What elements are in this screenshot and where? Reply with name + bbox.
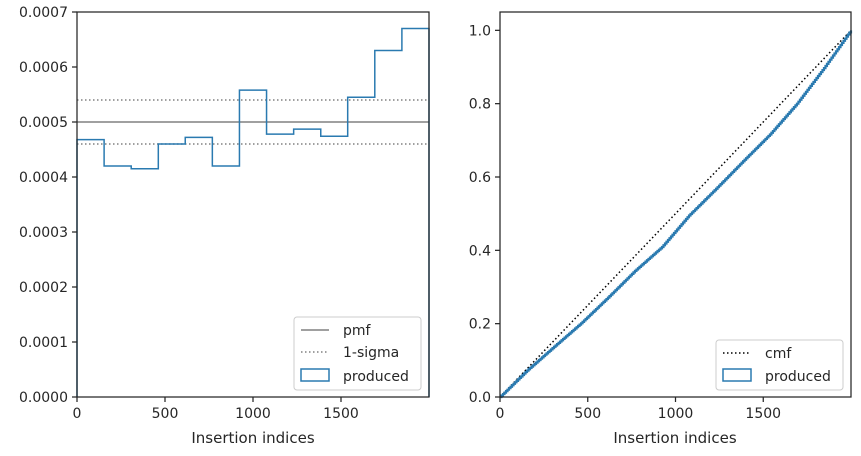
left-legend-pmf-label: pmf: [343, 323, 372, 339]
right-legend: cmf produced: [715, 339, 844, 391]
right-y-tick-label: 1.0: [469, 23, 491, 39]
right-x-tick-label: 1500: [745, 406, 781, 422]
left-x-tick-label: 500: [152, 406, 179, 422]
left-y-tick-label: 0.0003: [19, 225, 68, 241]
left-panel: 0 500 1000 1500 0.0000 0.0001 0.0002 0.0003 0.00…: [19, 5, 430, 447]
right-y-tick-label: 0.6: [469, 170, 491, 186]
left-x-tick-label: 0: [73, 406, 82, 422]
right-y-tick-label: 0.2: [469, 317, 491, 333]
left-y-tick-label: 0.0000: [19, 390, 68, 406]
right-y-tick-label: 0.8: [469, 97, 491, 113]
left-axis-ticks: 0 500 1000 1500 0.0000 0.0001 0.0002 0.0003 0.00…: [19, 5, 359, 422]
left-y-tick-label: 0.0002: [19, 280, 68, 296]
left-x-tick-label: 1000: [235, 406, 271, 422]
left-y-tick-label: 0.0004: [19, 170, 68, 186]
left-legend-produced-swatch: [300, 368, 330, 382]
left-legend-box: [293, 316, 422, 391]
left-y-tick-label: 0.0007: [19, 5, 68, 21]
left-produced-histogram: [76, 27, 430, 397]
right-legend-produced-label: produced: [765, 369, 831, 385]
right-plot-frame: [499, 11, 852, 398]
right-panel: 0 500 1000 1500 0.0 0.2 0.4 0.6 0.8 1.0 Insertion…: [469, 11, 853, 447]
left-x-axis-label: Insertion indices: [191, 429, 314, 447]
left-y-tick-label: 0.0001: [19, 335, 68, 351]
left-y-tick-label: 0.0006: [19, 60, 68, 76]
left-legend-sigma-label: 1-sigma: [343, 345, 399, 361]
right-plot-marks: [499, 29, 853, 399]
left-legend: pmf 1-sigma produced: [293, 316, 422, 391]
right-y-tick-label: 0.0: [469, 390, 491, 406]
left-y-tick-label: 0.0005: [19, 115, 68, 131]
right-y-tick-label: 0.4: [469, 243, 491, 259]
left-x-tick-label: 1500: [323, 406, 359, 422]
right-produced-cumulative: [500, 30, 853, 399]
right-x-axis-label: Insertion indices: [613, 429, 736, 447]
right-axis-ticks: 0 500 1000 1500 0.0 0.2 0.4 0.6 0.8 1.0: [469, 23, 781, 422]
right-x-tick-label: 500: [574, 406, 601, 422]
right-legend-produced-swatch: [722, 368, 752, 382]
right-x-tick-label: 0: [496, 406, 505, 422]
right-x-tick-label: 1000: [658, 406, 694, 422]
right-legend-cmf-label: cmf: [765, 346, 792, 362]
left-plot-marks: [76, 27, 430, 397]
right-cmf-line: [499, 29, 852, 398]
left-legend-produced-label: produced: [343, 369, 409, 385]
